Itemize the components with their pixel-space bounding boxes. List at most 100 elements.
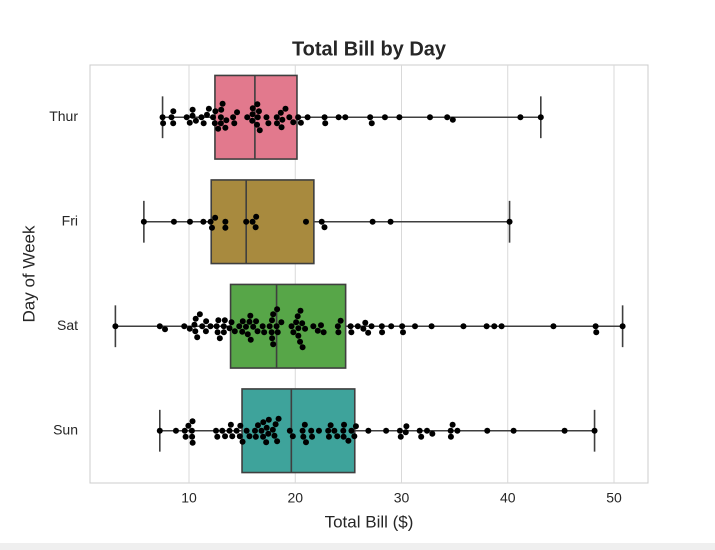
swarm-point <box>416 427 423 434</box>
swarm-point <box>424 427 431 434</box>
swarm-point <box>334 433 341 440</box>
swarm-point <box>325 427 332 434</box>
swarm-point <box>309 433 316 440</box>
swarm-point <box>331 427 338 434</box>
swarm-point <box>237 422 244 429</box>
swarm-point <box>428 323 435 330</box>
x-tick-label: 30 <box>394 490 410 506</box>
swarm-point <box>321 114 328 121</box>
swarm-point <box>159 114 166 121</box>
swarm-point <box>288 323 295 330</box>
swarm-point <box>278 319 285 326</box>
swarm-point <box>308 427 315 434</box>
swarm-point <box>491 323 498 330</box>
swarm-point <box>172 427 179 434</box>
swarm-point <box>314 327 321 334</box>
swarm-point <box>301 421 308 428</box>
swarm-point <box>286 427 293 434</box>
swarm-point <box>211 120 218 127</box>
swarm-point <box>387 218 394 225</box>
swarm-point <box>192 328 199 335</box>
swarm-point <box>304 114 311 121</box>
swarm-point <box>379 329 386 336</box>
swarm-point <box>258 427 265 434</box>
swarm-point <box>449 421 456 428</box>
swarm-point <box>181 323 188 330</box>
swarm-point <box>170 120 177 127</box>
x-tick-label: 20 <box>287 490 303 506</box>
swarm-point <box>252 224 259 231</box>
swarm-point <box>156 323 163 330</box>
swarm-point <box>255 108 262 115</box>
swarm-point <box>213 427 220 434</box>
swarm-point <box>537 114 544 121</box>
swarm-point <box>236 323 243 330</box>
swarm-point <box>249 105 256 112</box>
swarm-point <box>268 329 275 336</box>
swarm-point <box>367 114 374 121</box>
swarm-point <box>222 433 229 440</box>
swarm-point <box>510 427 517 434</box>
swarm-point <box>273 120 280 127</box>
swarm-point <box>196 311 203 318</box>
swarm-point <box>244 331 251 338</box>
swarm-point <box>200 120 207 127</box>
swarm-point <box>236 433 243 440</box>
swarm-point <box>221 317 228 324</box>
swarm-point <box>215 125 222 132</box>
swarm-point <box>341 421 348 428</box>
swarm-point <box>335 329 342 336</box>
swarm-point <box>254 328 261 335</box>
swarm-point <box>219 100 226 107</box>
swarm-point <box>294 313 301 320</box>
swarm-point <box>354 323 361 330</box>
swarm-point <box>189 112 196 119</box>
swarm-point <box>191 321 198 328</box>
swarm-point <box>269 426 276 433</box>
swarm-point <box>226 325 233 332</box>
swarm-point <box>247 312 254 319</box>
swarm-point <box>227 421 234 428</box>
swarm-point <box>340 433 347 440</box>
swarm-point <box>112 323 119 330</box>
swarm-point <box>299 344 306 351</box>
swarm-point <box>274 306 281 313</box>
swarm-point <box>189 433 196 440</box>
swarm-point <box>160 120 167 127</box>
swarm-point <box>243 218 250 225</box>
swarm-point <box>233 427 240 434</box>
swarm-point <box>246 318 253 325</box>
swarm-point <box>249 111 256 118</box>
swarm-point <box>220 329 227 336</box>
x-tick-label: 40 <box>500 490 516 506</box>
swarm-point <box>325 433 332 440</box>
swarm-point <box>222 218 229 225</box>
swarm-point <box>270 311 277 318</box>
swarm-point <box>263 424 270 431</box>
swarm-point <box>337 317 344 324</box>
swarm-point <box>396 427 403 434</box>
y-tick-label: Fri <box>62 212 78 228</box>
swarm-point <box>348 329 355 336</box>
swarm-point <box>318 218 325 225</box>
swarm-point <box>449 116 456 123</box>
swarm-point <box>261 329 268 336</box>
swarm-point <box>263 114 270 121</box>
swarm-point <box>342 114 349 121</box>
swarm-point <box>156 427 163 434</box>
swarm-point <box>254 114 261 121</box>
swarm-point <box>226 427 233 434</box>
swarm-point <box>215 317 222 324</box>
swarm-point <box>192 315 199 322</box>
swarm-point <box>266 323 273 330</box>
swarm-point <box>270 341 277 348</box>
swarm-point <box>230 114 237 121</box>
swarm-point <box>253 213 260 220</box>
swarm-point <box>274 438 281 445</box>
swarm-point <box>290 119 297 126</box>
swarm-point <box>315 427 322 434</box>
swarm-point <box>365 427 372 434</box>
swarm-point <box>189 106 196 113</box>
swarm-point <box>483 323 490 330</box>
